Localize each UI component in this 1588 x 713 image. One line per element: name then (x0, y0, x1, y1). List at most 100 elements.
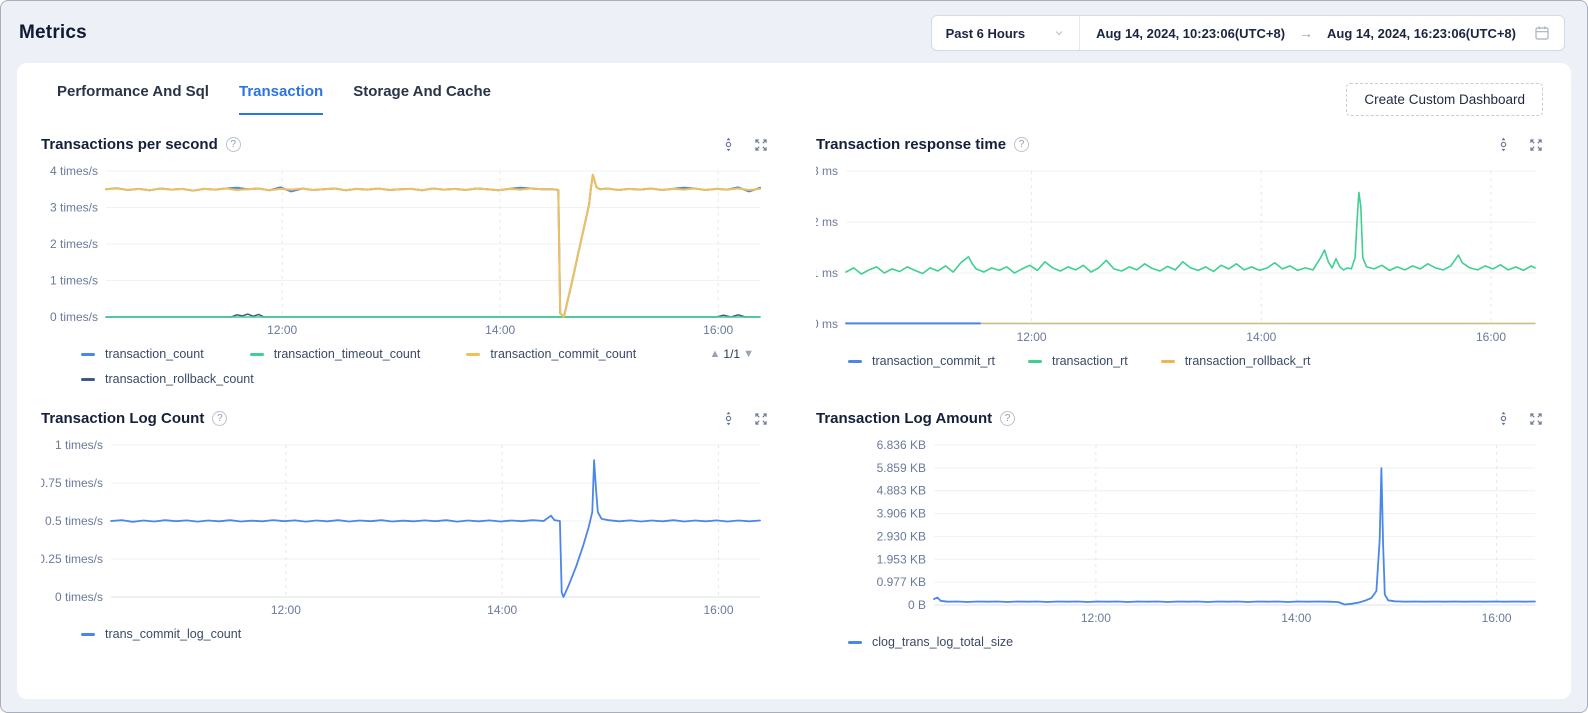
svg-text:0.75 times/s: 0.75 times/s (41, 476, 103, 490)
svg-text:3.906 KB: 3.906 KB (877, 507, 926, 521)
plot-area: 4 times/s3 times/s2 times/s1 times/s0 ti… (41, 161, 768, 339)
svg-text:1 ms: 1 ms (816, 266, 838, 280)
create-custom-dashboard-button[interactable]: Create Custom Dashboard (1346, 83, 1543, 116)
legend-color-dash (81, 633, 95, 636)
chart-legend: transaction_commit_rt transaction_rt trans… (816, 354, 1543, 368)
pager-down-icon[interactable]: ▼ (743, 348, 754, 360)
chart-header: Transaction response time ? (816, 136, 1543, 153)
svg-text:0.25 times/s: 0.25 times/s (41, 552, 103, 566)
chart-transaction-log-count: Transaction Log Count ? 1 times/s 0.75 ti… (41, 410, 768, 649)
help-icon[interactable]: ? (226, 137, 241, 152)
legend-item-transaction_rollback_count[interactable]: transaction_rollback_count (81, 372, 254, 386)
line-chart-canvas[interactable]: 1 times/s0.75 times/s0.5 times/s0.25 tim… (41, 435, 768, 619)
svg-text:1.953 KB: 1.953 KB (877, 552, 926, 566)
legend-color-dash (848, 360, 862, 363)
legend-color-dash (1161, 360, 1175, 363)
date-range[interactable]: Aug 14, 2024, 10:23:06(UTC+8) → Aug 14, … (1080, 16, 1564, 50)
drag-move-icon[interactable] (721, 411, 736, 426)
legend-color-dash (81, 378, 95, 381)
start-datetime: Aug 14, 2024, 10:23:06(UTC+8) (1096, 26, 1285, 41)
legend-label: transaction_rt (1052, 354, 1128, 368)
legend-item-transaction_commit_count[interactable]: transaction_commit_count (466, 347, 636, 361)
drag-move-icon[interactable] (721, 137, 736, 152)
chart-toolbar (721, 411, 768, 426)
pager-page-indicator: 1/1 (723, 347, 740, 361)
svg-text:3 times/s: 3 times/s (50, 201, 98, 215)
chart-transactions-per-second: Transactions per second ? 4 times/s3 tim… (41, 136, 768, 386)
svg-text:0.977 KB: 0.977 KB (877, 575, 926, 589)
tabs: Performance And Sql Transaction Storage … (57, 83, 491, 115)
svg-text:4.883 KB: 4.883 KB (877, 484, 926, 498)
legend-label: trans_commit_log_count (105, 627, 241, 641)
expand-icon[interactable] (754, 412, 768, 426)
pager-up-icon[interactable]: ▲ (710, 348, 721, 360)
legend-item-transaction_timeout_count[interactable]: transaction_timeout_count (250, 347, 421, 361)
help-icon[interactable]: ? (1014, 137, 1029, 152)
expand-icon[interactable] (754, 138, 768, 152)
tabs-row: Performance And Sql Transaction Storage … (17, 63, 1571, 116)
svg-text:12:00: 12:00 (1017, 330, 1047, 344)
svg-text:16:00: 16:00 (1482, 611, 1512, 625)
expand-icon[interactable] (1529, 412, 1543, 426)
chart-title: Transactions per second (41, 136, 218, 153)
chart-header: Transaction Log Count ? (41, 410, 768, 427)
metrics-card: Performance And Sql Transaction Storage … (17, 63, 1571, 699)
svg-text:14:00: 14:00 (1246, 330, 1276, 344)
legend-color-dash (466, 353, 480, 356)
legend-label: transaction_timeout_count (274, 347, 421, 361)
tab-storage-and-cache[interactable]: Storage And Cache (353, 83, 491, 115)
time-range-label: Past 6 Hours (946, 26, 1025, 41)
tab-transaction[interactable]: Transaction (239, 83, 323, 115)
svg-text:16:00: 16:00 (703, 323, 733, 337)
chart-transaction-log-amount: Transaction Log Amount ? 6.836 KB 5.859 K… (816, 410, 1543, 649)
svg-text:16:00: 16:00 (1476, 330, 1506, 344)
line-chart-canvas[interactable]: 3 ms2 ms1 ms0 ms12:0014:0016:00 (816, 161, 1543, 346)
charts-grid: Transactions per second ? 4 times/s3 tim… (17, 116, 1571, 649)
help-icon[interactable]: ? (212, 411, 227, 426)
legend-label: transaction_rollback_rt (1185, 354, 1311, 368)
line-chart-canvas[interactable]: 6.836 KB 5.859 KB 4.883 KB 3.906 KB 2.930 KB… (816, 435, 1543, 627)
legend-label: clog_trans_log_total_size (872, 635, 1013, 649)
expand-icon[interactable] (1529, 138, 1543, 152)
legend-item-transaction_count[interactable]: transaction_count (81, 347, 204, 361)
svg-text:6.836 KB: 6.836 KB (877, 438, 926, 452)
help-icon[interactable]: ? (1000, 411, 1015, 426)
legend-label: transaction_commit_count (490, 347, 636, 361)
svg-text:14:00: 14:00 (1281, 611, 1311, 625)
chart-toolbar (1496, 137, 1543, 152)
chart-legend: transaction_count transaction_timeout_cou… (41, 347, 768, 386)
svg-text:2 times/s: 2 times/s (50, 237, 98, 251)
svg-text:5.859 KB: 5.859 KB (877, 461, 926, 475)
legend-item-transaction_rt[interactable]: transaction_rt (1028, 354, 1128, 368)
legend-pager: ▲1/1▼ (710, 347, 754, 361)
app-window: Metrics Past 6 Hours Aug 14, 2024, 10:23… (0, 0, 1588, 713)
svg-text:2.930 KB: 2.930 KB (877, 529, 926, 543)
chart-legend: trans_commit_log_count (41, 627, 768, 641)
svg-text:2 ms: 2 ms (816, 215, 838, 229)
chart-header: Transactions per second ? (41, 136, 768, 153)
drag-move-icon[interactable] (1496, 411, 1511, 426)
legend-label: transaction_commit_rt (872, 354, 995, 368)
calendar-icon[interactable] (1530, 25, 1550, 41)
legend-item-transaction_commit_rt[interactable]: transaction_commit_rt (848, 354, 995, 368)
chart-legend: clog_trans_log_total_size (816, 635, 1543, 649)
legend-item-trans_commit_log_count[interactable]: trans_commit_log_count (81, 627, 241, 641)
legend-label: transaction_rollback_count (105, 372, 254, 386)
time-range-select[interactable]: Past 6 Hours (932, 16, 1079, 50)
chart-title: Transaction response time (816, 136, 1006, 153)
drag-move-icon[interactable] (1496, 137, 1511, 152)
svg-text:0 B: 0 B (908, 598, 926, 612)
legend-item-clog_trans_log_total_size[interactable]: clog_trans_log_total_size (848, 635, 1013, 649)
top-bar: Metrics Past 6 Hours Aug 14, 2024, 10:23… (1, 1, 1587, 63)
svg-text:12:00: 12:00 (267, 323, 297, 337)
legend-color-dash (848, 641, 862, 644)
legend-color-dash (250, 353, 264, 356)
svg-text:1 times/s: 1 times/s (55, 438, 103, 452)
arrow-right-icon: → (1299, 25, 1313, 41)
chart-title: Transaction Log Amount (816, 410, 992, 427)
line-chart-canvas[interactable]: 4 times/s3 times/s2 times/s1 times/s0 ti… (41, 161, 768, 339)
chart-toolbar (721, 137, 768, 152)
legend-color-dash (1028, 360, 1042, 363)
legend-item-transaction_rollback_rt[interactable]: transaction_rollback_rt (1161, 354, 1311, 368)
tab-performance-and-sql[interactable]: Performance And Sql (57, 83, 209, 115)
